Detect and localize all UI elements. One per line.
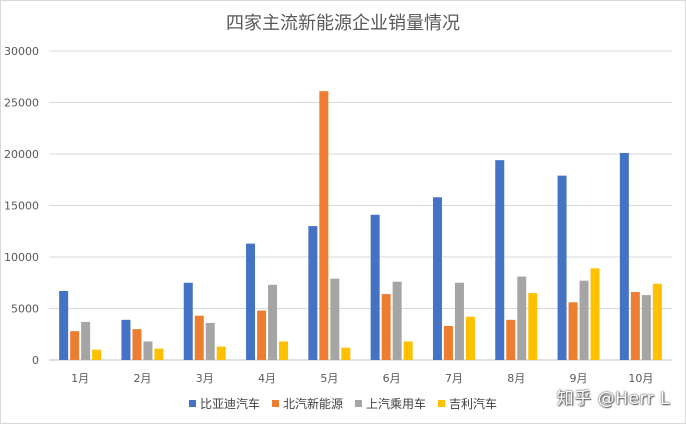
bar (341, 347, 351, 360)
y-tick-label: 20000 (4, 148, 39, 161)
bar (432, 197, 442, 360)
y-tick-label: 5000 (11, 303, 39, 316)
legend-label: 比亚迪汽车 (199, 397, 260, 411)
bar (92, 349, 102, 360)
bar (330, 278, 340, 360)
bar (257, 310, 267, 360)
x-tick-label: 8月 (507, 372, 525, 385)
bar (279, 341, 289, 360)
bar (465, 316, 475, 360)
bar (319, 91, 329, 361)
bar (194, 315, 204, 360)
x-tick-label: 3月 (196, 372, 214, 385)
watermark: 知乎 @Herr L (556, 389, 670, 409)
bar (454, 282, 464, 360)
x-tick-label: 9月 (570, 372, 588, 385)
bar (579, 280, 589, 360)
bar (517, 276, 527, 360)
gridlines (49, 50, 672, 361)
y-tick-label: 25000 (4, 97, 39, 110)
bar (630, 292, 640, 360)
bar (81, 321, 91, 360)
bar (143, 341, 153, 360)
legend-label: 吉利汽车 (449, 397, 498, 411)
legend-swatch (355, 400, 362, 407)
x-tick-label: 7月 (445, 372, 463, 385)
bar (154, 348, 164, 360)
bar (381, 294, 391, 360)
legend-swatch (438, 400, 446, 407)
legend-item: 吉利汽车 (438, 395, 497, 412)
bar (216, 346, 226, 360)
legend-item: 上汽乘用车 (355, 395, 426, 412)
y-tick-label: 10000 (4, 251, 39, 264)
chart-title: 四家主流新能源企业销量情况 (226, 13, 460, 34)
legend-item: 比亚迪汽车 (188, 395, 260, 412)
x-tick-label: 6月 (383, 372, 401, 385)
x-axis-ticks: 1月 2月 3月 4月 5月 6月 7月 8月 9月 10月 (71, 372, 653, 385)
x-tick-label: 1月 (71, 372, 89, 385)
bar (59, 290, 69, 360)
legend-item: 北汽新能源 (271, 395, 343, 412)
x-tick-label: 2月 (133, 372, 151, 385)
bar (70, 331, 80, 360)
bar (268, 284, 278, 360)
x-tick-label: 4月 (258, 372, 276, 385)
bar (443, 326, 453, 360)
bar (246, 243, 256, 360)
x-tick-label: 5月 (320, 372, 338, 385)
bar (506, 319, 516, 360)
bar (590, 268, 600, 360)
bar (205, 322, 215, 360)
bar (495, 160, 505, 360)
legend: 比亚迪汽车 北汽新能源 上汽乘用车 吉利汽车 (0, 395, 686, 412)
bar (403, 341, 413, 360)
bar (392, 281, 402, 360)
legend-label: 上汽乘用车 (366, 397, 427, 411)
y-axis-ticks: 0 5000 10000 15000 20000 25000 30000 (4, 45, 39, 367)
legend-swatch (271, 400, 279, 407)
bar (619, 152, 629, 360)
bar (183, 282, 193, 360)
bar (652, 283, 662, 360)
legend-label: 北汽新能源 (282, 397, 343, 411)
y-tick-label: 15000 (4, 200, 39, 213)
bars (59, 91, 662, 361)
bar (308, 226, 318, 360)
y-tick-label: 30000 (4, 45, 39, 58)
bar (528, 293, 538, 360)
bar (370, 214, 380, 360)
bar (557, 175, 567, 360)
y-tick-label: 0 (32, 354, 39, 367)
bar (568, 302, 578, 360)
bar (121, 319, 131, 360)
bar (132, 329, 142, 360)
bar (641, 295, 651, 360)
legend-swatch (188, 400, 196, 407)
x-tick-label: 10月 (628, 372, 653, 385)
